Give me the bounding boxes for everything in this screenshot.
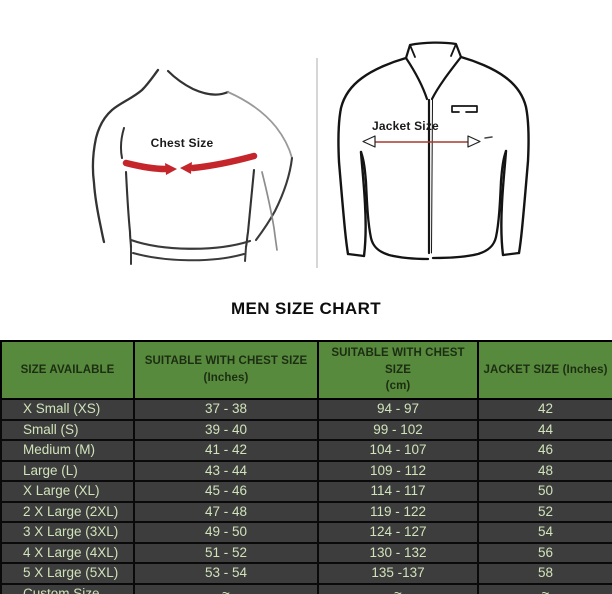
arrow-right-icon: [467, 135, 481, 148]
jacket-illustration: [337, 41, 530, 261]
cell-size-name: Small (S): [0, 418, 135, 441]
torso-illustration: [91, 68, 294, 265]
cell-size-name: 2 X Large (2XL): [0, 500, 135, 523]
cell-size-name: Medium (M): [0, 439, 135, 462]
cell-chest-cm: 104 - 107: [317, 439, 479, 462]
cell-jacket-size: 44: [477, 418, 612, 441]
cell-jacket-size: ~: [477, 582, 612, 594]
jacket-size-label: Jacket Size: [372, 119, 439, 133]
cell-size-name: X Small (XS): [0, 398, 135, 421]
cell-chest-cm: 119 - 122: [317, 500, 479, 523]
col-header-chest-inches: SUITABLE WITH CHEST SIZE (Inches): [133, 339, 319, 401]
cell-size-name: 4 X Large (4XL): [0, 541, 135, 564]
cell-chest-inches: 51 - 52: [133, 541, 319, 564]
chest-measure-band: [122, 152, 258, 175]
table-row: 5 X Large (5XL) 53 - 54 135 -137 58: [0, 562, 612, 585]
cell-chest-cm: 135 -137: [317, 562, 479, 585]
col-header-chest-cm: SUITABLE WITH CHEST SIZE (cm): [317, 339, 479, 401]
table-row: Medium (M) 41 - 42 104 - 107 46: [0, 439, 612, 462]
measurement-figures: Chest Size Jacket Size: [0, 0, 612, 295]
arrow-left-icon: [362, 135, 376, 148]
cell-chest-cm: 99 - 102: [317, 418, 479, 441]
cell-jacket-size: 58: [477, 562, 612, 585]
page-title: MEN SIZE CHART: [230, 299, 382, 318]
cell-chest-inches: 39 - 40: [133, 418, 319, 441]
cell-chest-cm: 109 - 112: [317, 459, 479, 482]
cell-chest-inches: ~: [133, 582, 319, 594]
cell-chest-inches: 45 - 46: [133, 480, 319, 503]
table-row: 3 X Large (3XL) 49 - 50 124 - 127 54: [0, 521, 612, 544]
pocket-detail: [451, 105, 478, 113]
col-header-jacket-size: JACKET SIZE (Inches): [477, 339, 612, 401]
cell-chest-cm: 124 - 127: [317, 521, 479, 544]
cell-size-name: Custom Size: [0, 582, 135, 594]
table-row: Small (S) 39 - 40 99 - 102 44: [0, 418, 612, 441]
table-row: Custom Size ~ ~ ~: [0, 582, 612, 594]
size-chart-table: SIZE AVAILABLE SUITABLE WITH CHEST SIZE …: [0, 339, 612, 594]
jacket-measure-arrow: [362, 135, 493, 148]
table-row: X Large (XL) 45 - 46 114 - 117 50: [0, 480, 612, 503]
cell-size-name: Large (L): [0, 459, 135, 482]
header-row: SIZE AVAILABLE SUITABLE WITH CHEST SIZE …: [0, 339, 612, 401]
cell-chest-cm: 130 - 132: [317, 541, 479, 564]
arrow-left-icon: [180, 162, 192, 174]
cell-jacket-size: 56: [477, 541, 612, 564]
arrow-right-icon: [165, 163, 177, 175]
table-row: 2 X Large (2XL) 47 - 48 119 - 122 52: [0, 500, 612, 523]
chest-size-label: Chest Size: [150, 136, 214, 150]
cell-chest-inches: 37 - 38: [133, 398, 319, 421]
cell-chest-inches: 49 - 50: [133, 521, 319, 544]
table-row: X Small (XS) 37 - 38 94 - 97 42: [0, 398, 612, 421]
cell-chest-cm: 94 - 97: [317, 398, 479, 421]
cell-chest-inches: 41 - 42: [133, 439, 319, 462]
cell-size-name: 5 X Large (5XL): [0, 562, 135, 585]
cell-jacket-size: 46: [477, 439, 612, 462]
cell-jacket-size: 42: [477, 398, 612, 421]
cell-jacket-size: 50: [477, 480, 612, 503]
table-row: Large (L) 43 - 44 109 - 112 48: [0, 459, 612, 482]
cell-jacket-size: 48: [477, 459, 612, 482]
cell-chest-inches: 47 - 48: [133, 500, 319, 523]
table-row: 4 X Large (4XL) 51 - 52 130 - 132 56: [0, 541, 612, 564]
cell-jacket-size: 54: [477, 521, 612, 544]
cell-size-name: 3 X Large (3XL): [0, 521, 135, 544]
cell-jacket-size: 52: [477, 500, 612, 523]
cell-chest-cm: ~: [317, 582, 479, 594]
cell-chest-inches: 43 - 44: [133, 459, 319, 482]
cell-size-name: X Large (XL): [0, 480, 135, 503]
col-header-size-available: SIZE AVAILABLE: [0, 339, 135, 401]
cell-chest-cm: 114 - 117: [317, 480, 479, 503]
cell-chest-inches: 53 - 54: [133, 562, 319, 585]
measurement-illustrations: [91, 41, 530, 268]
